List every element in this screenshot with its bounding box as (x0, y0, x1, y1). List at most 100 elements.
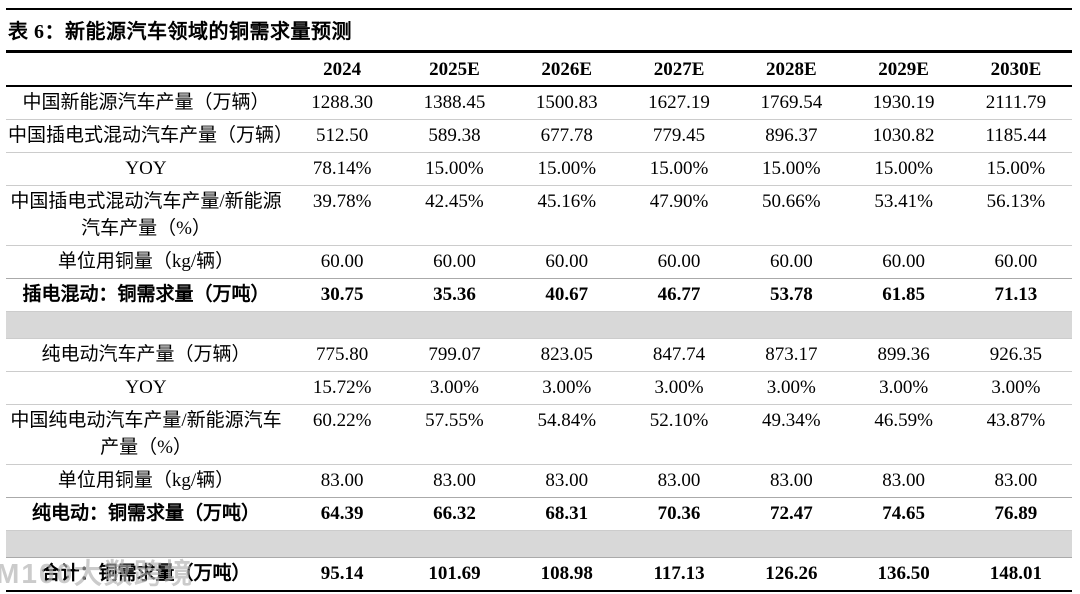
value-cell: 3.00% (542, 376, 592, 398)
value-cell: 1388.45 (423, 92, 486, 113)
value-cell: 60.00 (657, 250, 701, 272)
value-cell: 35.36 (433, 283, 476, 305)
header-cell-year: 2029E (847, 51, 960, 87)
value-cell: 49.34% (762, 409, 821, 431)
value-cell: 50.66% (762, 190, 821, 212)
value-cell: 101.69 (428, 562, 481, 584)
value-cell: 43.87% (986, 409, 1046, 431)
row-label: 中国新能源汽车产量（万辆） (22, 92, 270, 113)
value-cell: 60.00 (994, 250, 1038, 272)
row-label: 纯电动汽车产量（万辆） (41, 343, 251, 365)
value-cell: 775.80 (316, 343, 369, 365)
value-cell: 899.36 (877, 343, 930, 365)
spacer-cell (6, 530, 1073, 558)
value-cell: 926.35 (989, 343, 1043, 365)
value-cell: 52.10% (649, 409, 709, 431)
value-cell: 47.90% (649, 190, 709, 212)
value-cell: 512.50 (316, 124, 369, 146)
value-cell: 78.14% (312, 157, 372, 179)
value-cell: 126.26 (765, 562, 818, 584)
value-cell: 3.00% (879, 376, 929, 398)
table-row: 单位用铜量（kg/辆） 60.00 60.00 60.00 60.00 60.00 60.0… (6, 245, 1073, 278)
value-cell: 60.00 (433, 250, 476, 272)
value-cell: 15.00% (425, 157, 484, 179)
value-cell: 46.77 (657, 283, 701, 305)
value-cell: 70.36 (657, 502, 701, 524)
row-label: 单位用铜量（kg/辆） (57, 250, 235, 272)
value-cell: 15.72% (312, 376, 372, 398)
table-row: 中国插电式混动汽车产量/新能源汽车产量（%） 39.78% 42.45% 45.16%… (6, 185, 1073, 245)
value-cell: 57.55% (425, 409, 484, 431)
value-cell: 1288.30 (311, 92, 374, 113)
row-label: 单位用铜量（kg/辆） (57, 469, 235, 491)
value-cell: 53.41% (874, 190, 933, 212)
value-cell: 1930.19 (872, 92, 935, 113)
value-cell: 589.38 (428, 124, 481, 146)
value-cell: 95.14 (320, 562, 364, 584)
value-cell: 136.50 (877, 562, 930, 584)
table-row: 纯电动汽车产量（万辆） 775.80 799.07 823.05 847.74 873.1… (6, 338, 1073, 371)
value-cell: 873.17 (765, 343, 818, 365)
row-label: YOY (125, 376, 167, 398)
value-cell: 2111.79 (985, 92, 1047, 113)
value-cell: 779.45 (652, 124, 706, 146)
row-label: 合计：铜需求量（万吨） (41, 562, 251, 584)
row-label: 中国纯电动汽车产量/新能源汽车产量（%） (10, 409, 282, 458)
value-cell: 83.00 (994, 469, 1038, 491)
header-cell-year: 2024 (286, 51, 399, 87)
header-cell-year: 2026E (510, 51, 623, 87)
value-cell: 64.39 (320, 502, 364, 524)
spacer-row (6, 530, 1073, 558)
value-cell: 896.37 (765, 124, 818, 146)
value-cell: 823.05 (540, 343, 593, 365)
value-cell: 60.00 (545, 250, 589, 272)
value-cell: 45.16% (537, 190, 597, 212)
value-cell: 847.74 (652, 343, 706, 365)
value-cell: 74.65 (882, 502, 925, 524)
header-cell-year: 2027E (622, 51, 736, 87)
value-cell: 1627.19 (648, 92, 710, 113)
copper-demand-forecast-table: 2024 2025E 2026E 2027E 2028E 2029E 2030E… (6, 50, 1073, 592)
value-cell: 15.00% (762, 157, 821, 179)
value-cell: 46.59% (874, 409, 933, 431)
value-cell: 83.00 (320, 469, 364, 491)
row-label: 中国插电式混动汽车产量（万辆） (8, 124, 294, 146)
table-row: 中国纯电动汽车产量/新能源汽车产量（%） 60.22% 57.55% 54.84% 52… (6, 404, 1073, 464)
value-cell: 148.01 (989, 562, 1043, 584)
table-row: 纯电动：铜需求量（万吨） 64.39 66.32 68.31 70.36 72.47 74.… (6, 497, 1073, 530)
value-cell: 3.00% (766, 376, 816, 398)
value-cell: 61.85 (882, 283, 925, 305)
table-row: 中国插电式混动汽车产量（万辆） 512.50 589.38 677.78 779.45 8… (6, 119, 1073, 152)
value-cell: 3.00% (654, 376, 704, 398)
value-cell: 39.78% (312, 190, 372, 212)
value-cell: 83.00 (769, 469, 813, 491)
value-cell: 60.00 (320, 250, 364, 272)
header-row: 2024 2025E 2026E 2027E 2028E 2029E 2030E (6, 51, 1073, 87)
value-cell: 56.13% (986, 190, 1046, 212)
value-cell: 15.00% (537, 157, 597, 179)
value-cell: 3.00% (991, 376, 1041, 398)
header-cell-year: 2030E (959, 51, 1073, 87)
table-row: YOY 78.14% 15.00% 15.00% 15.00% 15.00% 15.00% 1… (6, 152, 1073, 185)
value-cell: 3.00% (429, 376, 479, 398)
value-cell: 117.13 (653, 562, 705, 584)
value-cell: 76.89 (994, 502, 1038, 524)
row-label: 纯电动：铜需求量（万吨） (31, 502, 260, 524)
value-cell: 42.45% (425, 190, 484, 212)
table-title: 表 6：新能源汽车领域的铜需求量预测 (8, 21, 352, 43)
spacer-row (6, 311, 1073, 339)
value-cell: 1185.44 (985, 124, 1047, 146)
table-row: 中国新能源汽车产量（万辆） 1288.30 1388.45 1500.83 1627.1… (6, 86, 1072, 119)
table-header: 2024 2025E 2026E 2027E 2028E 2029E 2030E (6, 51, 1073, 87)
value-cell: 15.00% (649, 157, 709, 179)
value-cell: 60.00 (769, 250, 813, 272)
header-cell-year: 2025E (398, 51, 511, 87)
row-label: YOY (125, 157, 167, 179)
value-cell: 1500.83 (535, 92, 598, 113)
table-row: YOY 15.72% 3.00% 3.00% 3.00% 3.00% 3.00% 3.00% (6, 371, 1073, 404)
value-cell: 1030.82 (872, 124, 935, 146)
header-cell-empty (6, 51, 286, 87)
value-cell: 60.22% (312, 409, 372, 431)
value-cell: 677.78 (540, 124, 593, 146)
value-cell: 68.31 (545, 502, 589, 524)
